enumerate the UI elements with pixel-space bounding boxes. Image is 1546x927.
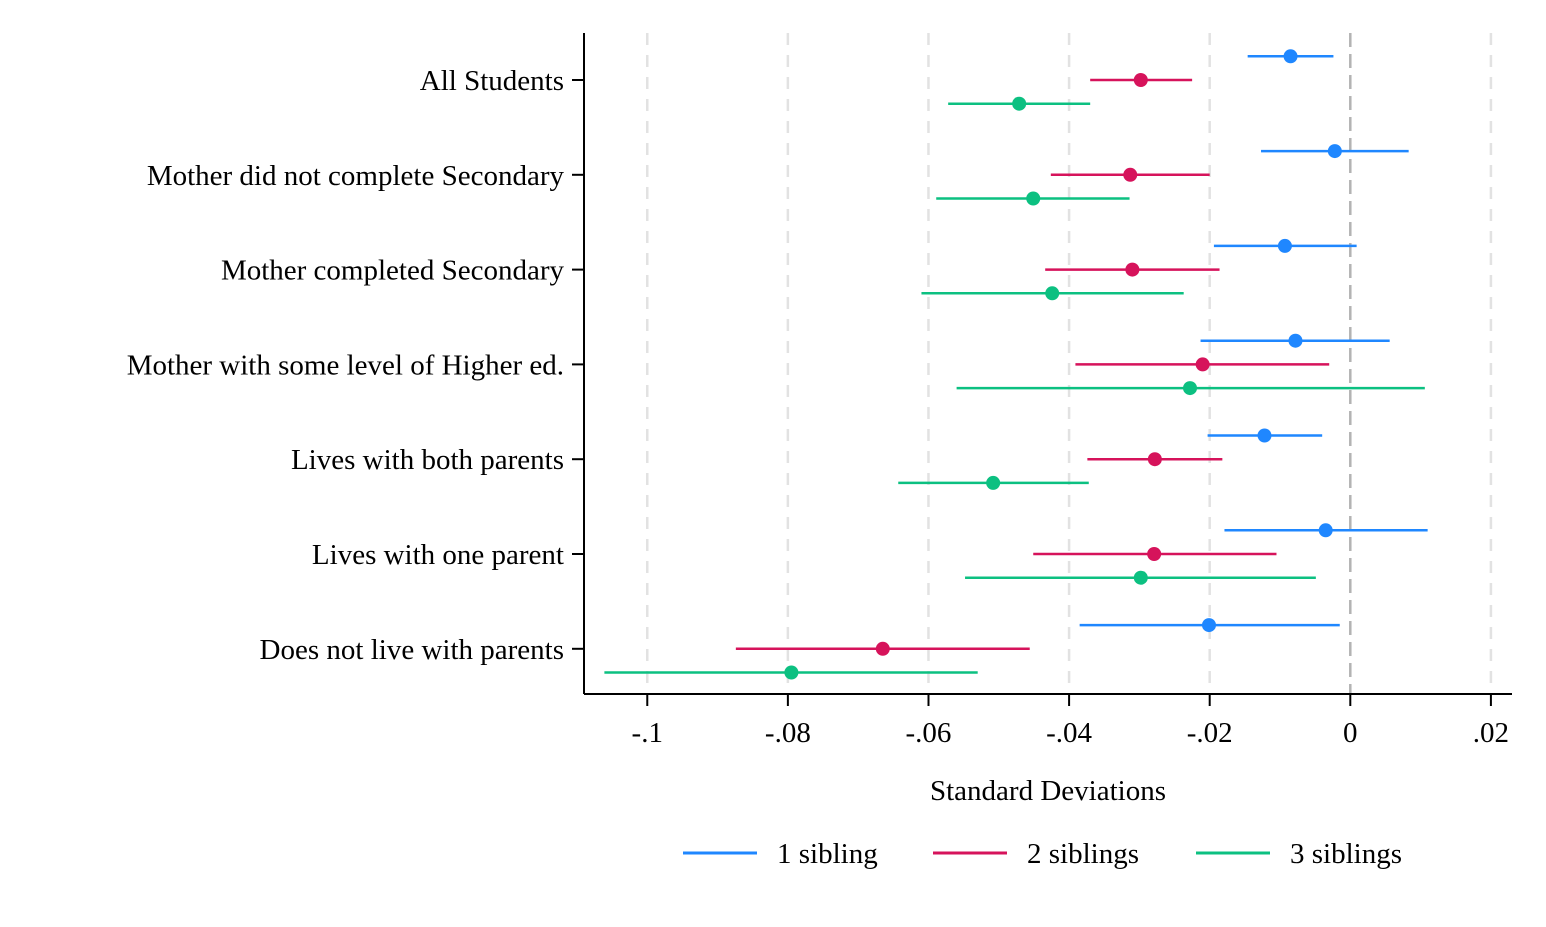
axes xyxy=(583,33,1512,695)
category-label: Does not live with parents xyxy=(260,634,564,666)
x-tick-label: -.02 xyxy=(1187,717,1233,749)
axis-labels: -.1 -.08 -.06 -.04 -.02 0 .02 All Students Mothe… xyxy=(127,65,1509,749)
point-estimate xyxy=(1277,238,1292,253)
point-estimate xyxy=(1147,547,1162,561)
legend-item: 2 siblings xyxy=(933,838,1139,870)
point-estimate xyxy=(1133,73,1148,87)
category-label: Mother with some level of Higher ed. xyxy=(127,349,564,381)
series-3 xyxy=(604,96,1425,680)
grid-lines xyxy=(646,33,1493,694)
category-label: Lives with one parent xyxy=(312,539,564,571)
point-estimate xyxy=(1318,523,1333,538)
legend-item: 3 siblings xyxy=(1196,838,1402,870)
x-tick-label: -.06 xyxy=(906,717,952,749)
point-estimate xyxy=(1195,357,1210,372)
x-tick-label: -.08 xyxy=(765,717,811,749)
point-estimate xyxy=(1327,144,1342,159)
category-label: Mother did not complete Secondary xyxy=(147,160,565,192)
point-estimate xyxy=(1125,262,1140,277)
point-estimate xyxy=(986,475,1001,490)
point-estimate xyxy=(1288,333,1303,348)
legend-label: 3 siblings xyxy=(1290,838,1402,870)
x-tick-label: -.04 xyxy=(1046,717,1092,749)
legend-label: 1 sibling xyxy=(777,838,878,870)
x-tick-label: .02 xyxy=(1473,717,1509,749)
point-estimate xyxy=(784,665,799,680)
legend-item: 1 sibling xyxy=(683,838,878,870)
x-tick-label: 0 xyxy=(1343,717,1358,749)
point-estimate xyxy=(1257,428,1272,443)
series-2 xyxy=(735,73,1330,656)
series-layer xyxy=(604,49,1428,680)
category-label: Mother completed Secondary xyxy=(221,255,565,287)
legend: 1 sibling 2 siblings 3 siblings xyxy=(683,838,1402,870)
x-tick-label: -.1 xyxy=(632,717,663,749)
x-axis-title: Standard Deviations xyxy=(930,775,1166,807)
series-1 xyxy=(1079,49,1428,633)
category-label: All Students xyxy=(420,65,564,97)
point-estimate xyxy=(1026,191,1041,206)
point-estimate xyxy=(1012,96,1027,111)
legend-label: 2 siblings xyxy=(1027,838,1139,870)
point-estimate xyxy=(1147,452,1162,467)
point-estimate xyxy=(1133,570,1148,585)
point-estimate xyxy=(875,641,890,656)
point-estimate xyxy=(1201,618,1216,633)
point-estimate xyxy=(1283,49,1298,64)
category-label: Lives with both parents xyxy=(291,444,564,476)
point-estimate xyxy=(1183,381,1198,396)
point-estimate xyxy=(1123,167,1138,182)
point-estimate xyxy=(1045,286,1060,301)
